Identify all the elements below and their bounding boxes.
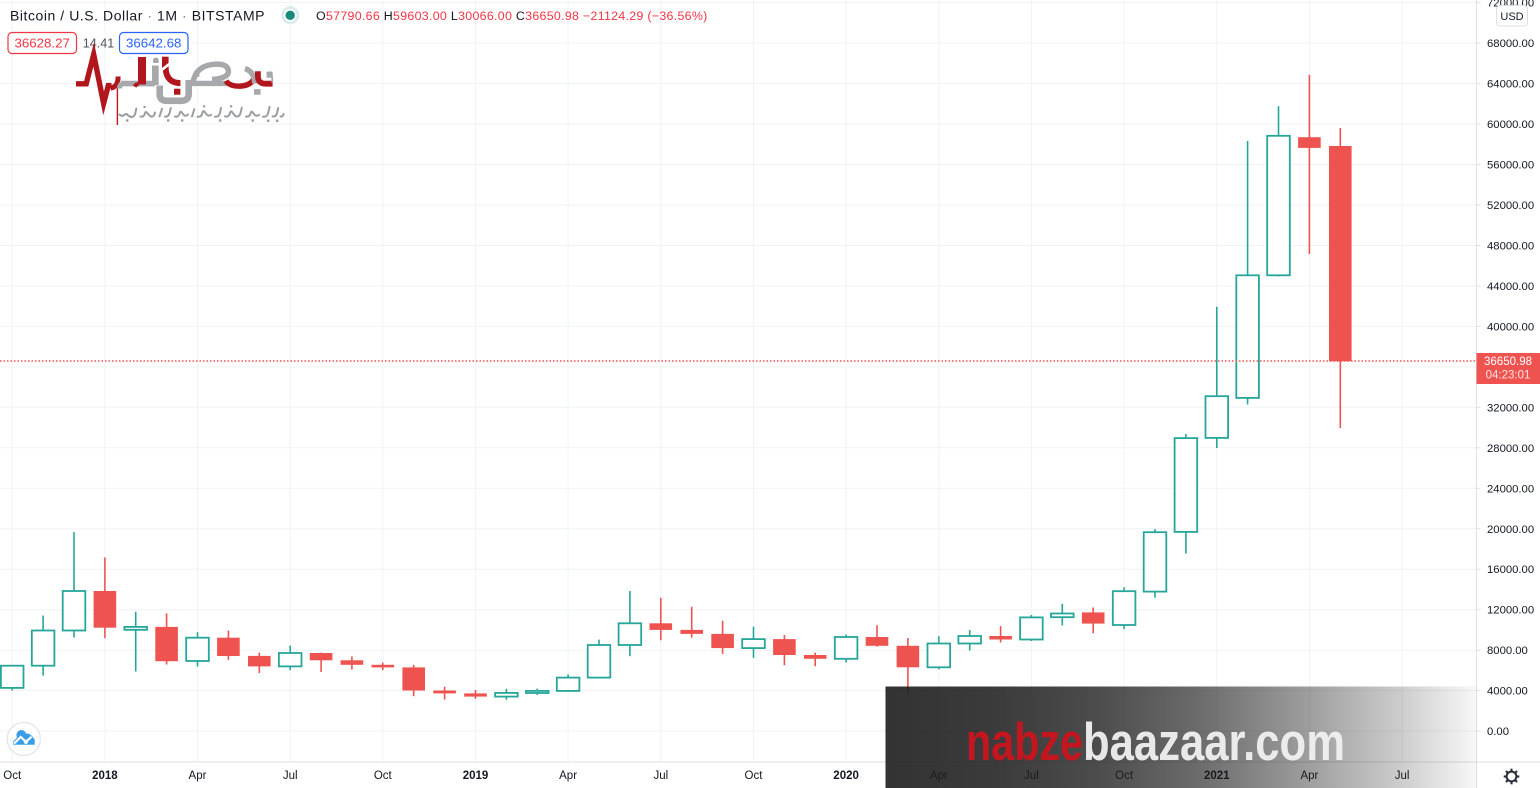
svg-text:44000.00: 44000.00 bbox=[1487, 281, 1534, 293]
svg-text:baazaar.com: baazaar.com bbox=[1083, 713, 1345, 772]
svg-text:68000.00: 68000.00 bbox=[1487, 38, 1534, 50]
svg-text:28000.00: 28000.00 bbox=[1487, 443, 1534, 455]
svg-text:24000.00: 24000.00 bbox=[1487, 483, 1534, 495]
svg-text:04:23:01: 04:23:01 bbox=[1486, 370, 1531, 382]
svg-text:36642.68: 36642.68 bbox=[126, 36, 181, 51]
svg-text:32000.00: 32000.00 bbox=[1487, 402, 1534, 414]
svg-text:60000.00: 60000.00 bbox=[1487, 119, 1534, 131]
svg-text:20000.00: 20000.00 bbox=[1487, 524, 1534, 536]
svg-text:56000.00: 56000.00 bbox=[1487, 160, 1534, 172]
svg-text:36628.27: 36628.27 bbox=[14, 36, 69, 51]
svg-text:Apr: Apr bbox=[189, 770, 207, 782]
svg-text:Oct: Oct bbox=[374, 770, 393, 782]
svg-text:Jul: Jul bbox=[283, 770, 298, 782]
svg-text:Oct: Oct bbox=[3, 770, 22, 782]
svg-text:2019: 2019 bbox=[463, 770, 489, 782]
svg-text:Oct: Oct bbox=[745, 770, 764, 782]
svg-text:nabze: nabze bbox=[966, 713, 1083, 772]
svg-text:40000.00: 40000.00 bbox=[1487, 321, 1534, 333]
svg-text:2018: 2018 bbox=[92, 770, 118, 782]
svg-text:36650.98: 36650.98 bbox=[1484, 356, 1532, 368]
svg-text:0.00: 0.00 bbox=[1487, 726, 1509, 738]
svg-text:2020: 2020 bbox=[833, 770, 859, 782]
svg-text:12000.00: 12000.00 bbox=[1487, 605, 1534, 617]
svg-text:52000.00: 52000.00 bbox=[1487, 200, 1534, 212]
svg-text:Jul: Jul bbox=[653, 770, 668, 782]
svg-text:72000.00: 72000.00 bbox=[1487, 0, 1534, 10]
svg-text:4000.00: 4000.00 bbox=[1487, 686, 1528, 698]
svg-text:Apr: Apr bbox=[559, 770, 577, 782]
svg-text:Bitcoin / U.S. Dollar · 1M · B: Bitcoin / U.S. Dollar · 1M · BITSTAMP bbox=[10, 8, 265, 24]
svg-text:48000.00: 48000.00 bbox=[1487, 241, 1534, 253]
svg-text:16000.00: 16000.00 bbox=[1487, 564, 1534, 576]
svg-text:USD: USD bbox=[1500, 11, 1523, 23]
svg-text:14.41: 14.41 bbox=[83, 37, 115, 51]
svg-text:64000.00: 64000.00 bbox=[1487, 79, 1534, 91]
svg-text:O57790.66 H59603.00 L30066.00: O57790.66 H59603.00 L30066.00 C36650.98 … bbox=[316, 9, 708, 23]
svg-text:8000.00: 8000.00 bbox=[1487, 645, 1528, 657]
